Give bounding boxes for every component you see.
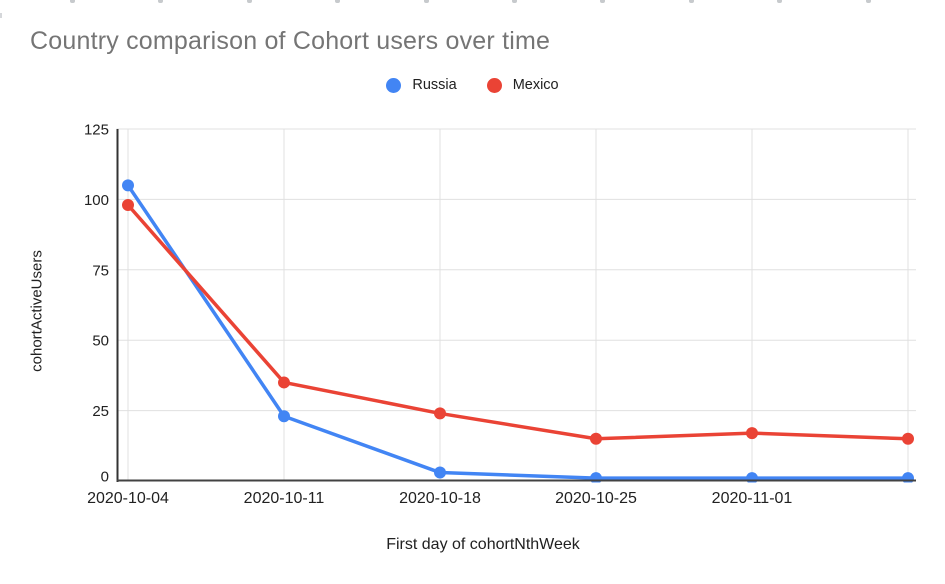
- y-tick-label-0: 0: [101, 469, 109, 486]
- crop-artifact: [423, 0, 429, 3]
- data-point-russia-4[interactable]: [746, 472, 758, 484]
- data-point-russia-3[interactable]: [590, 472, 602, 484]
- y-tick-label-25: 25: [92, 403, 109, 420]
- chart-title: Country comparison of Cohort users over …: [30, 27, 551, 55]
- crop-artifact: [246, 0, 252, 3]
- legend: Russia Mexico: [0, 77, 945, 93]
- y-tick-label-125: 125: [84, 122, 109, 139]
- legend-item-mexico[interactable]: Mexico: [486, 77, 559, 93]
- data-point-russia-0[interactable]: [122, 179, 134, 192]
- x-tick-label-0: 2020-10-04: [87, 490, 169, 507]
- data-point-mexico-4[interactable]: [746, 427, 758, 440]
- data-point-russia-5[interactable]: [902, 472, 914, 484]
- crop-artifact: [600, 0, 606, 3]
- crop-artifact: [70, 0, 75, 3]
- x-tick-label-1: 2020-10-11: [244, 490, 325, 507]
- crop-artifact: [335, 0, 341, 3]
- x-tick-label-4: 2020-11-01: [712, 490, 793, 507]
- crop-artifact: [865, 0, 871, 3]
- data-point-mexico-0[interactable]: [122, 199, 134, 212]
- x-tick-label-3: 2020-10-25: [555, 490, 637, 507]
- x-axis-title: First day of cohortNthWeek: [386, 536, 580, 553]
- legend-label: Mexico: [512, 77, 559, 93]
- data-point-mexico-5[interactable]: [902, 432, 914, 445]
- legend-label: Russia: [412, 77, 457, 93]
- legend-item-russia[interactable]: Russia: [386, 77, 457, 93]
- legend-dot-icon: [386, 77, 402, 93]
- crop-artifact: [512, 0, 517, 3]
- y-tick-label-75: 75: [92, 262, 109, 279]
- y-axis-title: cohortActiveUsers: [28, 250, 46, 372]
- crop-artifact: [0, 13, 2, 18]
- x-tick-label-2: 2020-10-18: [399, 490, 481, 507]
- series-line-russia: [126, 183, 910, 480]
- y-tick-label-50: 50: [92, 333, 109, 350]
- crop-artifact: [158, 0, 164, 3]
- data-point-mexico-1[interactable]: [278, 376, 290, 389]
- legend-dot-icon: [486, 77, 502, 93]
- y-tick-label-100: 100: [84, 192, 109, 209]
- crop-artifact: [777, 0, 783, 3]
- data-point-mexico-3[interactable]: [590, 432, 602, 445]
- data-point-russia-2[interactable]: [434, 466, 446, 479]
- data-point-russia-1[interactable]: [278, 410, 290, 423]
- series-russia: [122, 179, 914, 484]
- data-point-mexico-2[interactable]: [434, 407, 446, 420]
- crop-artifact: [688, 0, 694, 3]
- series-line-mexico: [126, 203, 910, 441]
- series-mexico: [122, 199, 914, 445]
